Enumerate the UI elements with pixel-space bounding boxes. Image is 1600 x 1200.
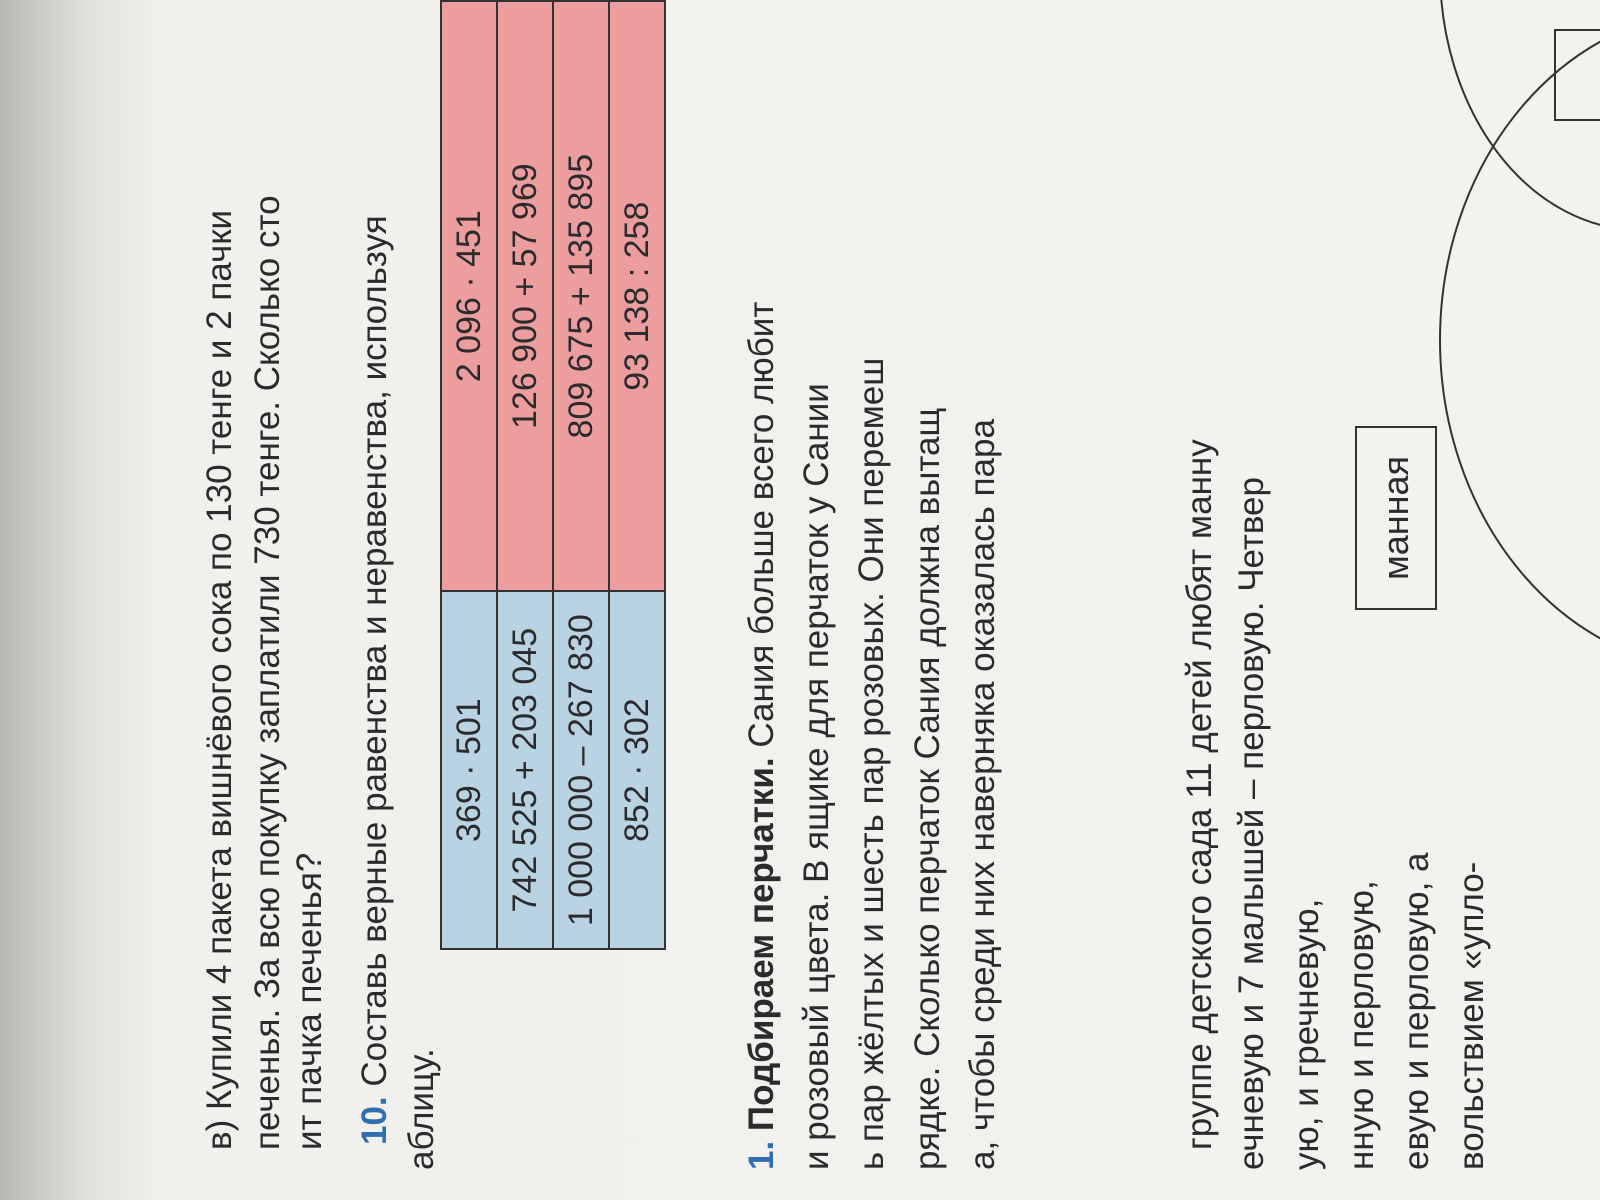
- venn-circle: [1439, 0, 1600, 231]
- venn-label-box: [1554, 29, 1600, 121]
- venn-circle: [1439, 9, 1600, 671]
